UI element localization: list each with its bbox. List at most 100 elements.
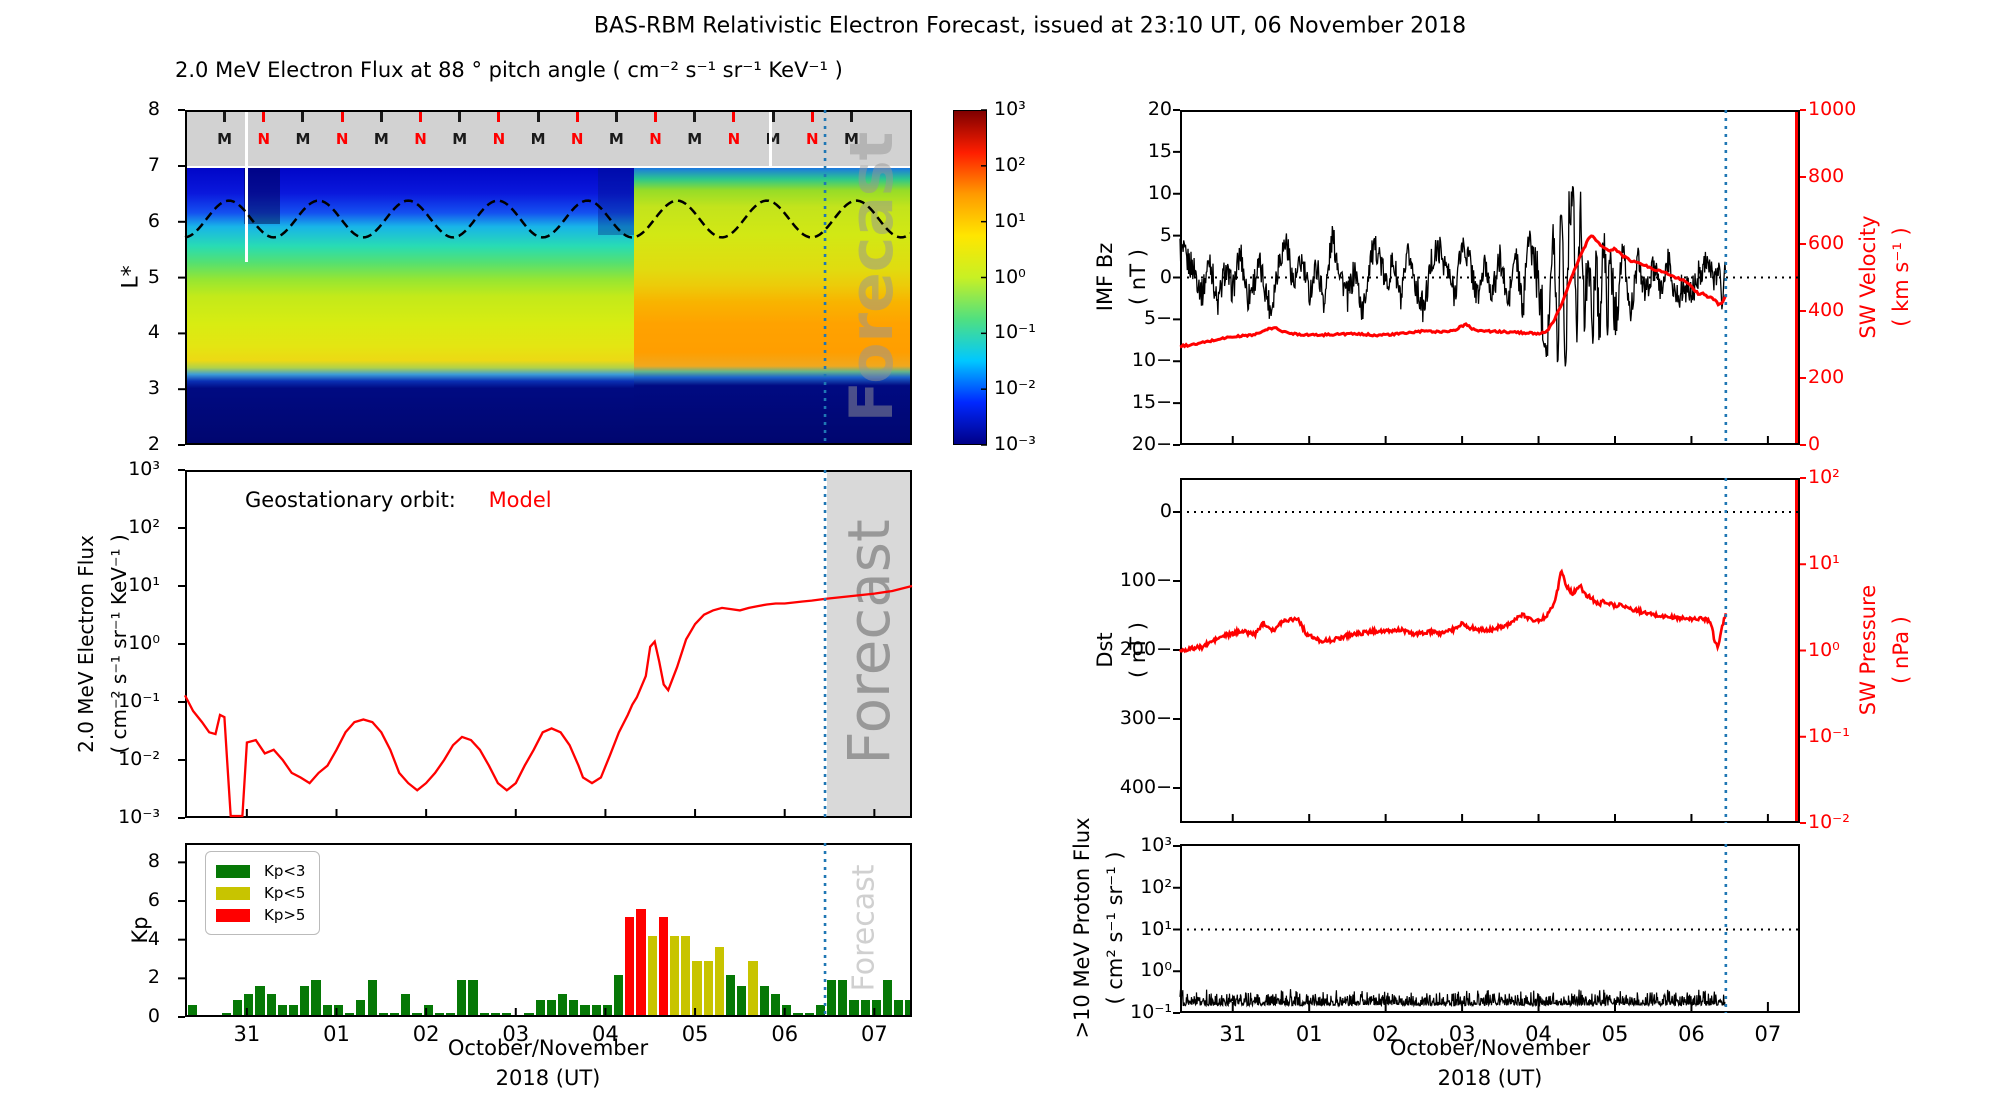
satellite-marker-n: N [570, 130, 584, 148]
kp-bar [233, 999, 243, 1015]
x-tick-label-right: 03 [1448, 1022, 1476, 1046]
kp-bar [311, 980, 321, 1015]
flux-axis-label-1: 2.0 MeV Electron Flux [74, 535, 98, 753]
page-title: BAS-RBM Relativistic Electron Forecast, … [593, 13, 1467, 39]
data-gap-line [769, 112, 773, 166]
kp-lt3-label: Kp<3 [264, 862, 306, 880]
kp-bar [625, 916, 635, 1015]
satellite-marker-m: M [687, 130, 703, 148]
satellite-marker-n: N [335, 130, 349, 148]
kp-bar [546, 999, 556, 1015]
satellite-tick-m [536, 112, 540, 122]
satellite-marker-m: M [452, 130, 468, 148]
x-tick-label-right: 06 [1678, 1022, 1705, 1046]
kp-bar [804, 1013, 814, 1015]
velocity-tick-label: 0 [1808, 433, 1821, 455]
kp-bar [255, 986, 265, 1015]
satellite-tick-n [810, 112, 814, 122]
kp-bar [905, 999, 910, 1015]
kp-bar [345, 1013, 355, 1015]
colorbar-tick-label: 10¹ [994, 209, 1026, 232]
colorbar-tick-label: 10² [994, 153, 1026, 176]
satellite-marker-m: M [765, 130, 781, 148]
colorbar-tick-label: 10⁻² [994, 377, 1036, 400]
colorbar-tick-label: 10³ [994, 98, 1026, 120]
kp-bar [714, 947, 725, 1015]
velocity-tick-label: 400 [1808, 299, 1845, 321]
velocity-tick-label: 800 [1808, 165, 1845, 187]
proton-axis-label-2: ( cm² s⁻¹ sr⁻¹ ) [1103, 851, 1127, 1005]
heatmap-dark-patch-0 [244, 168, 281, 224]
bz-axis-label-2: ( nT ) [1126, 249, 1150, 305]
kp-bar [703, 961, 713, 1015]
kp-bar [782, 1005, 792, 1015]
bz-axis-label-1: IMF Bz [1093, 242, 1117, 312]
annotation-prefix: Geostationary orbit: [245, 488, 456, 512]
right-xaxis-title-1: October/November [1389, 1036, 1591, 1060]
pressure-tick-label: 10² [1808, 466, 1840, 488]
colorbar-tick-label: 10⁻¹ [994, 321, 1036, 344]
left-xaxis-title-1: October/November [447, 1036, 649, 1060]
kp-bar [221, 1013, 232, 1015]
left-xaxis-title-2: 2018 (UT) [495, 1066, 601, 1090]
kp-bar [378, 1013, 388, 1015]
satellite-tick-n [575, 112, 579, 122]
kp-bar [815, 1005, 825, 1015]
kp-bar [793, 1013, 803, 1015]
lstar-axis-label: L* [118, 265, 144, 289]
velocity-tick-label: 200 [1808, 366, 1845, 388]
kp-bar [289, 1005, 299, 1015]
satellite-marker-n: N [257, 130, 271, 148]
kp-bar [849, 999, 859, 1015]
kp-bar [658, 916, 669, 1015]
kp-bar [726, 974, 736, 1015]
kp-bar [681, 935, 691, 1015]
colorbar [953, 110, 987, 445]
kp-bar [748, 961, 758, 1015]
x-tick-label-right: 07 [1754, 1022, 1782, 1046]
kp-bar [457, 980, 467, 1015]
kp-bar [524, 1013, 534, 1015]
kp-bar [636, 908, 646, 1015]
proton-flux-panel [1180, 844, 1800, 1013]
kp-bar [434, 1013, 444, 1015]
pressure-axis-label-2: ( nPa ) [1889, 616, 1913, 684]
x-tick-label-left: 06 [771, 1022, 799, 1046]
velocity-tick-label: 1000 [1808, 98, 1857, 120]
kp-bar [188, 1005, 198, 1015]
pressure-tick-label: 10⁻¹ [1808, 724, 1850, 747]
geostationary-annotation: Geostationary orbit: Model [245, 488, 552, 512]
kp-bar [401, 993, 411, 1015]
legend-item-kp-gt5: Kp>5 [216, 904, 305, 926]
satellite-marker-m: M [608, 130, 624, 148]
kp-bar [490, 1013, 500, 1015]
satellite-tick-m [379, 112, 383, 122]
satellite-marker-m: M [295, 130, 311, 148]
satellite-marker-m: M [373, 130, 389, 148]
pressure-tick-label: 10¹ [1808, 552, 1840, 575]
annotation-model-label: Model [488, 488, 552, 512]
kp-bar [647, 935, 657, 1015]
satellite-tick-n [340, 112, 344, 122]
kp-bar [871, 999, 881, 1015]
kp-bar [759, 986, 769, 1015]
kp-bar [501, 1013, 512, 1015]
x-tick-label-left: 04 [592, 1022, 619, 1046]
proton-axis-label-1: >10 MeV Proton Flux [1070, 817, 1094, 1039]
kp-gt5-label: Kp>5 [264, 906, 306, 924]
satellite-tick-m [301, 112, 305, 122]
kp-bar [602, 1005, 612, 1015]
kp-bar [266, 993, 276, 1015]
kp-bar [277, 1005, 288, 1015]
heatmap-title: 2.0 MeV Electron Flux at 88 ° pitch angl… [175, 58, 843, 82]
satellite-marker-n: N [414, 130, 427, 148]
kp-bar [322, 1005, 332, 1015]
kp-gt5-swatch [216, 908, 250, 922]
satellite-tick-n [419, 112, 423, 122]
satellite-tick-m [614, 112, 618, 122]
legend-item-kp-lt3: Kp<3 [216, 860, 305, 882]
velocity-tick-label: 600 [1808, 232, 1845, 254]
satellite-marker-n: N [649, 130, 662, 148]
